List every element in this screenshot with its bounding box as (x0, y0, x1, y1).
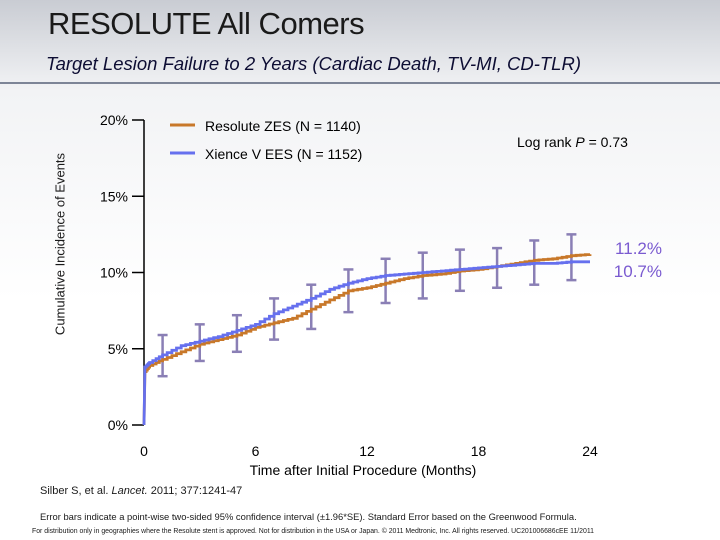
log-rank-p: P (575, 134, 585, 150)
log-rank-prefix: Log rank (517, 134, 575, 150)
log-rank-annotation: Log rank P = 0.73 (517, 134, 628, 150)
error-bar-month-13 (380, 257, 391, 305)
distribution-disclaimer: For distribution only in geographies whe… (32, 528, 595, 535)
slide-subtitle: Target Lesion Failure to 2 Years (Cardia… (46, 53, 581, 74)
citation-details: 2011; 377:1241-47 (147, 485, 243, 497)
error-bar-month-5 (231, 313, 242, 354)
end-value-resolute: 11.2% (615, 239, 662, 258)
end-value-xience: 10.7% (614, 262, 662, 281)
series-line-xience (142, 260, 590, 426)
x-tick-label-12: 12 (359, 443, 375, 459)
legend-label-resolute: Resolute ZES (N = 1140) (205, 118, 361, 134)
y-tick-label-10: 10% (100, 265, 128, 281)
slide-title: RESOLUTE All Comers (48, 6, 365, 41)
axis-ticks: 0% 5% 10% 15% 20% 0 6 12 18 24 (100, 112, 598, 459)
x-tick-label-0: 0 (140, 443, 148, 459)
x-axis-label: Time after Initial Procedure (Months) (250, 462, 477, 478)
y-tick-label-0: 0% (108, 417, 128, 433)
series-lines (142, 253, 592, 426)
citation-authors: Silber S, et al. (40, 485, 112, 497)
header-divider (0, 82, 720, 84)
x-tick-label-6: 6 (252, 443, 260, 459)
legend: Resolute ZES (N = 1140) Xience V EES (N … (170, 118, 362, 162)
citation-journal: Lancet. (111, 485, 148, 497)
citation: Silber S, et al. Lancet. 2011; 377:1241-… (40, 485, 242, 497)
y-tick-label-20: 20% (100, 112, 128, 128)
error-bar-month-7 (269, 297, 280, 341)
kaplan-meier-chart: 0% 5% 10% 15% 20% 0 6 12 18 24 Resolute ZES (N = … (100, 112, 662, 478)
error-bars (157, 233, 577, 378)
error-bar-month-9 (306, 283, 317, 331)
x-tick-label-18: 18 (471, 443, 487, 459)
x-tick-label-24: 24 (582, 443, 598, 459)
y-tick-label-15: 15% (100, 188, 128, 204)
legend-label-xience: Xience V EES (N = 1152) (205, 146, 362, 162)
y-tick-label-5: 5% (108, 341, 128, 357)
error-bar-note: Error bars indicate a point-wise two-sid… (40, 511, 577, 522)
log-rank-value: = 0.73 (585, 134, 628, 150)
